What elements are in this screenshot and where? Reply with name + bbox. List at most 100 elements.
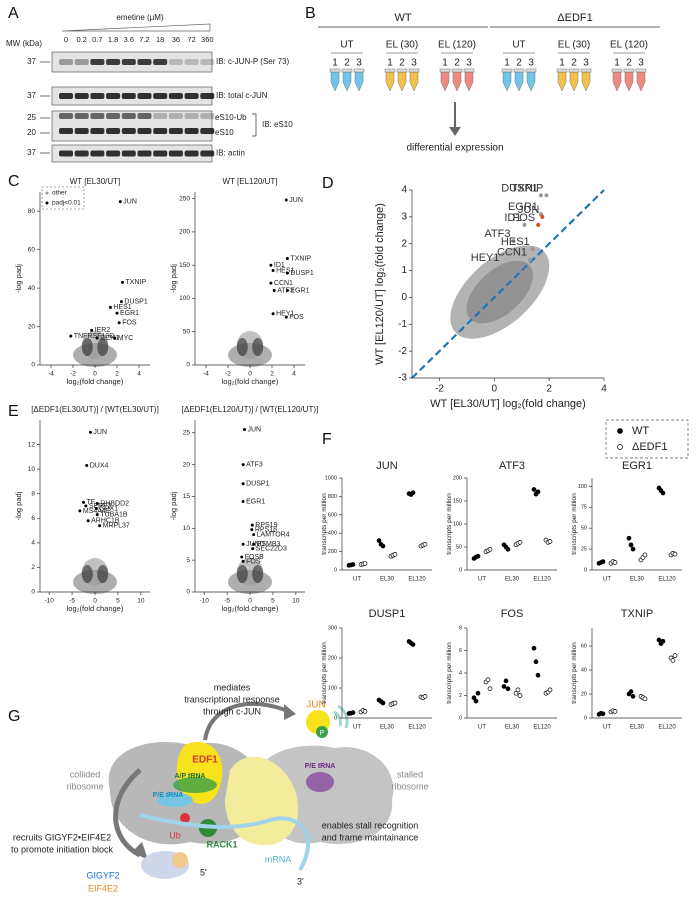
x-tick-label: -2 [225, 370, 231, 377]
replicate-point [612, 560, 618, 565]
gene-point [95, 513, 99, 517]
blot-band [168, 93, 183, 99]
legend-label: ΔEDF1 [632, 441, 667, 453]
gene-label: JUN [518, 204, 539, 216]
x-tick-label: EL120 [533, 577, 551, 583]
gene-label: JUN [123, 198, 137, 205]
x-tick-label: 0 [93, 370, 97, 377]
tube-cap [611, 68, 623, 73]
x-tick-label: 10 [292, 597, 300, 604]
replicate-point [642, 552, 648, 558]
gene-label: FOS [122, 320, 137, 327]
blot-band [200, 128, 215, 134]
gene-point [250, 523, 254, 527]
gene-label: PSMB3 [257, 541, 281, 548]
gene-label: JUN [93, 429, 107, 436]
gene-point [544, 193, 549, 198]
y-axis-label: transcripts per million [321, 642, 328, 704]
y-tick-label: 50 [183, 328, 191, 335]
y-tick-label: 100 [578, 484, 587, 490]
recruit-arrowhead [132, 842, 148, 860]
y-tick-label: 60 [581, 643, 587, 649]
x-tick-label: UT [478, 725, 486, 731]
y-tick-label: 8 [31, 490, 35, 497]
tube [557, 71, 567, 92]
gene-label: CCN1 [274, 280, 293, 287]
blot-band [184, 113, 199, 119]
x-tick-label: EL30 [380, 577, 395, 583]
x-tick-label: -2 [435, 384, 444, 395]
x-tick-label: UT [603, 577, 611, 583]
blot-band [59, 150, 73, 157]
annotation: ribosome [391, 781, 428, 791]
y-tick-label: 25 [581, 547, 587, 553]
gene-point [241, 542, 245, 546]
replicate-point [410, 490, 416, 496]
blot-band [137, 113, 152, 119]
genotype-label: WT [394, 12, 411, 24]
significant-cloud [97, 565, 109, 583]
x-axis-label: log₂(fold change) [67, 604, 124, 613]
gene-label: LAMTOR4 [257, 532, 290, 539]
y-tick-label: 40 [581, 667, 587, 673]
gene-point [84, 504, 88, 508]
replicate-label: 3 [411, 58, 417, 69]
replicate-point [487, 546, 493, 552]
replicate-label: 1 [387, 58, 393, 69]
gene-point [85, 463, 89, 467]
gene-point [272, 288, 276, 292]
y-axis-label: transcripts per million [321, 493, 328, 555]
gradient-wedge [61, 23, 211, 32]
replicate-label: 1 [614, 58, 620, 69]
y-tick-label: 4 [401, 185, 407, 196]
y-tick-label: 60 [28, 246, 36, 253]
y-tick-label: 0 [401, 292, 407, 303]
replicate-point [672, 551, 678, 557]
gene-label: JUN [248, 426, 262, 433]
y-axis-label: transcripts per million [446, 493, 453, 555]
tube [581, 71, 591, 92]
x-tick-label: UT [353, 577, 361, 583]
replicate-point [505, 546, 511, 552]
y-tick-label: 6 [459, 648, 462, 654]
gene-point [285, 257, 289, 261]
blot-band [184, 128, 199, 134]
replicate-point [513, 690, 519, 696]
replicate-point [485, 677, 491, 683]
blot-band [153, 150, 168, 157]
tube [397, 71, 407, 92]
y-tick-label: -2 [398, 346, 407, 357]
gigyf2-label: GIGYF2 [86, 870, 119, 880]
gene-label: EGR1 [290, 287, 309, 294]
y-tick-label: 6 [31, 515, 35, 522]
gene-point [500, 263, 505, 268]
gene-label: TNFRSF10D [74, 333, 114, 340]
gene-point [118, 200, 122, 204]
ub-shape [180, 813, 190, 823]
gene-label: DUSP1 [124, 298, 147, 305]
concentration-label: 72 [187, 35, 195, 44]
tube-cap [439, 68, 451, 73]
blot-band [200, 59, 215, 65]
gene-label: EGR1 [508, 201, 538, 213]
blot-band [74, 113, 89, 119]
gene-label: JUN [289, 197, 303, 204]
replicate-point [672, 653, 678, 658]
x-tick-label: EL120 [408, 577, 426, 583]
y-tick-label: 100 [328, 685, 337, 691]
blot-band [200, 150, 215, 157]
y-axis-label: transcripts per million [571, 642, 578, 704]
gene-label: ARHC1B [91, 518, 120, 525]
annotation: stalled [397, 769, 423, 779]
chart-title: WT [EL120/UT] [223, 177, 278, 186]
tube [354, 71, 364, 92]
tube-cap [501, 68, 513, 73]
chart-title: [ΔEDF1(EL30/UT)] / [WT(EL30/UT)] [31, 405, 159, 414]
annotation: through c-JUN [203, 706, 261, 716]
significant-cloud [236, 565, 248, 583]
replicate-point [612, 709, 618, 714]
replicate-point [533, 659, 539, 665]
replicate-point [505, 686, 511, 692]
gene-point [252, 542, 256, 546]
y-tick-label: 2 [31, 564, 35, 571]
